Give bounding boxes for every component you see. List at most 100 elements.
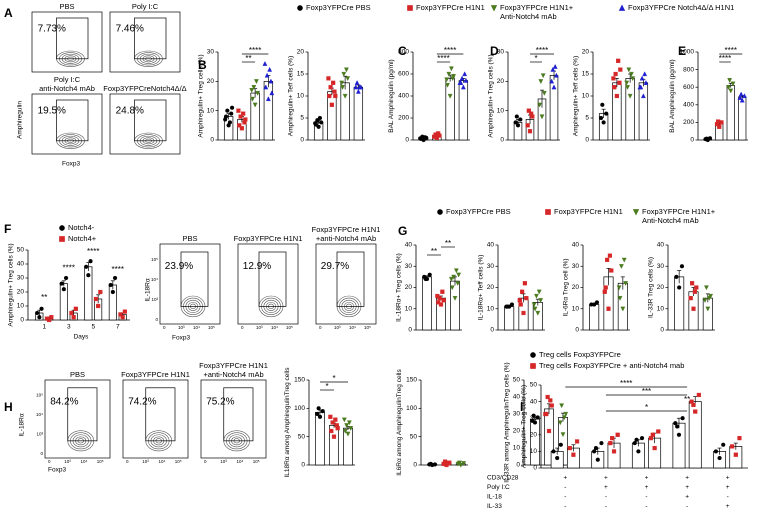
dot [84,264,89,269]
dot [441,298,446,303]
y-tick-label: 0 [20,317,24,324]
dot [738,91,744,97]
dot [436,131,441,136]
dot [69,310,74,316]
y-tick-label: 0 [408,327,412,334]
y-tick-label: 800 [398,49,409,56]
dot [455,281,461,286]
dot [610,436,615,441]
flow-y-tick-label: 10⁵ [36,393,43,398]
dot [727,78,733,83]
dot [529,111,534,116]
dot [642,71,648,77]
dot [355,88,361,94]
condition-mark: + [645,475,649,482]
y-tick-label: 400 [398,93,409,100]
dot [59,236,65,242]
flow-percent: 23.9% [165,261,193,272]
y-tick-label: 50 [530,382,538,389]
flow-plot-frame [315,243,377,325]
dot [422,135,428,140]
flow-plot-title: +anti-Notch4 mAb [203,370,263,379]
y-tick-label: 50 [298,433,306,440]
dot [449,66,454,72]
dot [716,119,721,124]
legend-label: Foxp3YFPCre H1N1+ [500,3,574,12]
dot [264,72,270,78]
dot [63,275,69,281]
dot [530,418,535,423]
dot [330,420,335,425]
dot [452,296,458,301]
y-tick-label: 10 [297,93,305,100]
y-tick-label: 10 [530,448,538,455]
flow-x-label: Foxp3 [172,335,190,342]
flow-plot-frame [122,379,189,459]
y-tick-label: 0 [516,462,520,469]
y-tick-label: 30 [497,49,505,56]
y-tick-label: 0 [300,137,304,144]
y-tick-label: 0 [533,465,537,472]
dot [706,296,712,301]
y-tick-label: 20 [405,284,413,291]
significance-label: ** [445,239,451,248]
y-tick-label: 10 [572,305,580,312]
bar [638,82,649,141]
dot [705,306,711,312]
condition-label: Poly I:C [487,484,510,491]
dot [530,363,536,369]
y-tick-label: 0 [660,327,664,334]
dot [93,296,99,302]
significance-label: **** [620,379,632,388]
y-tick-label: 800 [683,66,694,73]
bar [445,78,455,141]
dot [428,461,433,466]
significance-label: **** [112,265,124,274]
y-axis-label: IL-6Rα Treg cell (%) [562,258,569,316]
dot [445,461,450,466]
flow-x-tick-label: 0 [48,459,51,464]
dot [120,315,125,320]
dot [690,281,695,286]
significance-label: * [645,403,648,412]
dot [525,123,530,128]
dot [527,129,533,134]
dot [531,413,536,418]
dot [606,306,611,311]
dot [339,80,345,86]
dot [526,108,531,113]
dot [108,282,113,288]
legend-label: Notch4- [68,223,95,232]
dot [320,409,325,414]
dot [267,66,273,72]
dot [571,452,576,457]
dot [435,293,440,299]
dot [341,71,347,77]
dot [532,306,538,312]
y-tick-label: 30 [405,263,413,270]
flow-y-label: IL-18Rα [19,413,26,437]
y-tick-label: 30 [530,415,538,422]
flow-gate [145,387,176,442]
flow-x-tick-label: 10⁴ [81,459,88,464]
dot [614,93,619,99]
dot [595,457,600,462]
bar [422,276,432,331]
flow-y-tick-label: 10⁴ [36,412,43,417]
dot [601,120,606,125]
dot [522,281,527,286]
dot [237,123,242,128]
dot [348,426,354,431]
flow-y-tick-label: 0 [40,451,43,456]
dot [328,414,333,419]
bar [315,411,325,466]
dot [623,281,629,286]
legend-label: Treg cells Foxp3YFPCre + anti-Notch4 mab [539,361,684,370]
dot [263,84,269,90]
dot [739,97,745,103]
legend-label: Anti-Notch4 mAb [642,216,699,225]
y-tick-label: 40 [530,398,538,405]
flow-plot-title: Foxp3YFPCre H1N1 [234,234,303,243]
dot [717,124,722,129]
